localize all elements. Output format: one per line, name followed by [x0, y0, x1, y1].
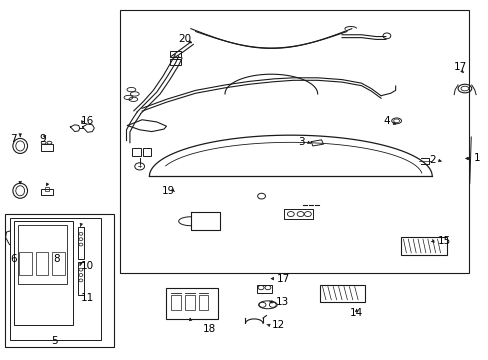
Text: 3: 3: [297, 138, 304, 147]
Text: 16: 16: [81, 116, 94, 126]
Text: 9: 9: [39, 134, 46, 144]
Text: 11: 11: [81, 293, 94, 303]
Bar: [41, 144, 53, 151]
Text: 7: 7: [10, 134, 17, 144]
Text: 6: 6: [10, 254, 17, 264]
Bar: [171, 295, 181, 310]
Bar: [166, 288, 217, 319]
Bar: [19, 252, 32, 275]
Bar: [170, 59, 181, 65]
Bar: [400, 237, 446, 255]
Bar: [78, 226, 84, 259]
Bar: [78, 262, 84, 295]
Bar: [36, 252, 48, 275]
Bar: [41, 189, 53, 195]
Bar: [120, 10, 468, 273]
Text: 13: 13: [276, 297, 289, 307]
Bar: [52, 252, 65, 275]
Text: 2: 2: [428, 155, 435, 165]
Bar: [142, 148, 151, 156]
Bar: [44, 187, 49, 191]
Text: 4: 4: [383, 116, 389, 126]
Bar: [14, 221, 73, 325]
Text: 19: 19: [162, 186, 175, 196]
Text: 12: 12: [271, 320, 284, 330]
Text: 17: 17: [277, 274, 290, 284]
Text: 10: 10: [81, 261, 94, 271]
Text: 20: 20: [178, 35, 191, 44]
Text: 5: 5: [51, 336, 58, 346]
Bar: [320, 285, 364, 302]
Text: 18: 18: [203, 324, 216, 334]
Text: 1: 1: [473, 153, 479, 163]
Bar: [4, 214, 114, 347]
Bar: [18, 225, 66, 284]
Text: 8: 8: [53, 254, 60, 264]
Bar: [132, 148, 141, 156]
Text: 17: 17: [453, 62, 466, 72]
Bar: [184, 295, 194, 310]
Bar: [10, 218, 101, 339]
Text: 15: 15: [437, 236, 450, 246]
Bar: [198, 295, 208, 310]
Bar: [257, 285, 271, 293]
Bar: [170, 51, 181, 57]
Text: 14: 14: [349, 308, 363, 318]
